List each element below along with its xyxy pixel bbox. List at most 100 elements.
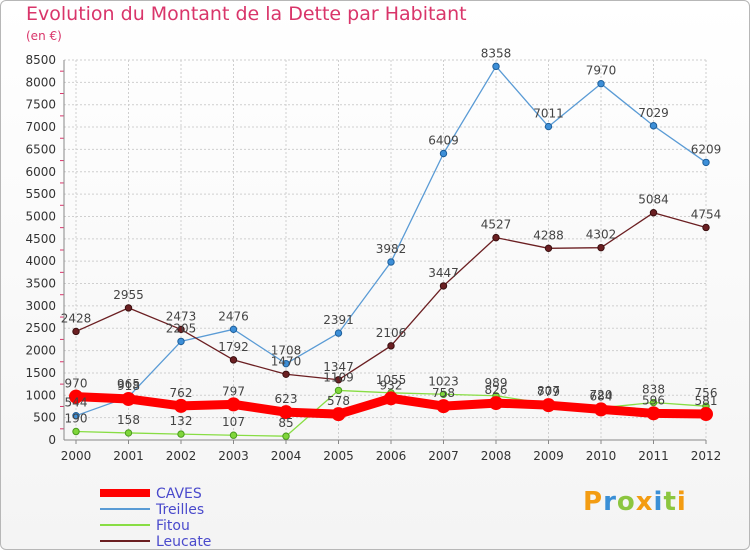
data-label-caves: 684 <box>590 389 613 403</box>
legend-label-fitou: Fitou <box>156 518 190 534</box>
data-point-caves <box>489 396 503 411</box>
data-label-caves: 797 <box>222 384 245 398</box>
data-point-fitou <box>124 429 133 437</box>
data-point-fitou <box>282 432 290 440</box>
y-tick-label: 500 <box>33 411 56 425</box>
data-point-leucate <box>492 233 500 242</box>
x-tick-label: 2010 <box>586 449 617 463</box>
data-point-treilles <box>177 337 185 346</box>
data-point-caves <box>646 406 661 421</box>
x-tick-label: 2004 <box>271 449 302 463</box>
data-point-treilles <box>387 258 395 266</box>
data-point-caves <box>699 407 713 422</box>
data-label-treilles: 7970 <box>586 64 617 78</box>
data-point-fitou <box>439 390 448 398</box>
data-label-leucate: 4527 <box>481 218 512 232</box>
data-point-caves <box>384 391 398 406</box>
data-point-leucate <box>702 223 710 232</box>
data-point-caves <box>594 402 608 417</box>
data-label-leucate: 1347 <box>323 360 354 374</box>
data-labels: 970 918 762 797 623 578 932 758 826 779 684 596 581 5… <box>61 46 722 430</box>
data-point-leucate <box>334 376 343 384</box>
y-tick-label: 6500 <box>25 142 56 156</box>
data-label-treilles: 2476 <box>218 309 249 323</box>
chart-title: Evolution du Montant de la Dette par Hab… <box>26 3 467 25</box>
data-point-fitou <box>72 427 80 436</box>
data-label-caves: 918 <box>117 379 140 393</box>
data-label-fitou: 720 <box>590 388 613 402</box>
data-label-treilles: 7029 <box>638 106 669 120</box>
data-label-caves: 623 <box>275 392 298 406</box>
data-label-treilles: 6409 <box>428 133 459 147</box>
data-point-leucate <box>177 325 185 334</box>
y-tick-label: 7500 <box>25 98 56 112</box>
y-tick-label: 8000 <box>25 75 56 89</box>
y-tick-label: 6000 <box>25 165 56 179</box>
data-label-caves: 596 <box>642 393 665 407</box>
data-label-leucate: 2473 <box>166 309 197 323</box>
data-label-treilles: 3982 <box>376 242 407 256</box>
data-point-treilles <box>439 149 448 158</box>
x-tick-label: 2012 <box>691 449 722 463</box>
y-tick-label: 5500 <box>25 187 56 201</box>
data-point-treilles <box>334 329 343 337</box>
series-lines <box>69 62 713 440</box>
data-label-leucate: 4288 <box>533 228 564 242</box>
data-point-treilles <box>544 122 553 131</box>
data-label-leucate: 5084 <box>638 193 669 207</box>
data-label-treilles: 544 <box>65 396 88 410</box>
data-label-fitou: 158 <box>117 413 140 427</box>
y-tick-label: 1500 <box>25 366 56 380</box>
data-label-caves: 578 <box>327 394 350 408</box>
data-label-caves: 762 <box>170 386 193 400</box>
y-tick-label: 2000 <box>25 344 56 358</box>
data-label-leucate: 2106 <box>376 326 407 340</box>
x-tick-label: 2009 <box>533 449 564 463</box>
data-point-leucate <box>649 209 658 217</box>
data-label-caves: 932 <box>380 378 403 392</box>
data-point-caves <box>279 405 293 420</box>
data-label-fitou: 989 <box>485 376 508 390</box>
data-label-treilles: 2205 <box>166 321 197 335</box>
axes: 0 500 1000 1500 2000 2500 3000 3500 4000 4500 5000… <box>25 53 721 463</box>
data-label-leucate: 4302 <box>586 228 617 242</box>
data-point-leucate <box>282 370 290 378</box>
data-label-fitou: 107 <box>222 415 245 429</box>
data-label-caves: 779 <box>537 385 560 399</box>
data-label-leucate: 4754 <box>691 207 722 221</box>
x-tick-label: 2008 <box>481 449 512 463</box>
data-point-leucate <box>544 244 553 253</box>
data-point-treilles <box>597 79 605 88</box>
data-label-treilles: 8358 <box>481 46 512 60</box>
data-label-fitou: 1055 <box>376 373 407 387</box>
data-point-fitou <box>177 430 185 438</box>
data-label-treilles: 2391 <box>323 313 354 327</box>
x-tick-label: 2005 <box>323 449 354 463</box>
data-label-caves: 758 <box>432 386 455 400</box>
data-label-caves: 826 <box>485 383 508 397</box>
y-tick-label: 5000 <box>25 209 56 223</box>
data-point-caves <box>436 399 451 414</box>
data-label-fitou: 132 <box>170 414 193 428</box>
legend-label-treilles: Treilles <box>155 502 204 518</box>
data-point-fitou <box>229 431 238 439</box>
data-label-fitou: 85 <box>278 416 293 430</box>
chart-unit: (en €) <box>26 29 62 43</box>
data-point-caves <box>331 407 346 422</box>
data-label-leucate: 2955 <box>113 288 144 302</box>
data-label-caves: 970 <box>65 377 88 391</box>
data-label-fitou: 838 <box>642 383 665 397</box>
data-label-caves: 581 <box>695 394 718 408</box>
y-tick-label: 4000 <box>25 254 56 268</box>
data-point-caves <box>541 398 556 413</box>
data-point-fitou <box>649 398 658 407</box>
data-point-leucate <box>387 342 395 350</box>
data-point-leucate <box>124 304 133 312</box>
data-label-leucate: 2428 <box>61 311 92 325</box>
x-tick-label: 2003 <box>218 449 249 463</box>
data-point-caves <box>174 398 188 413</box>
data-label-fitou: 1023 <box>428 374 459 388</box>
